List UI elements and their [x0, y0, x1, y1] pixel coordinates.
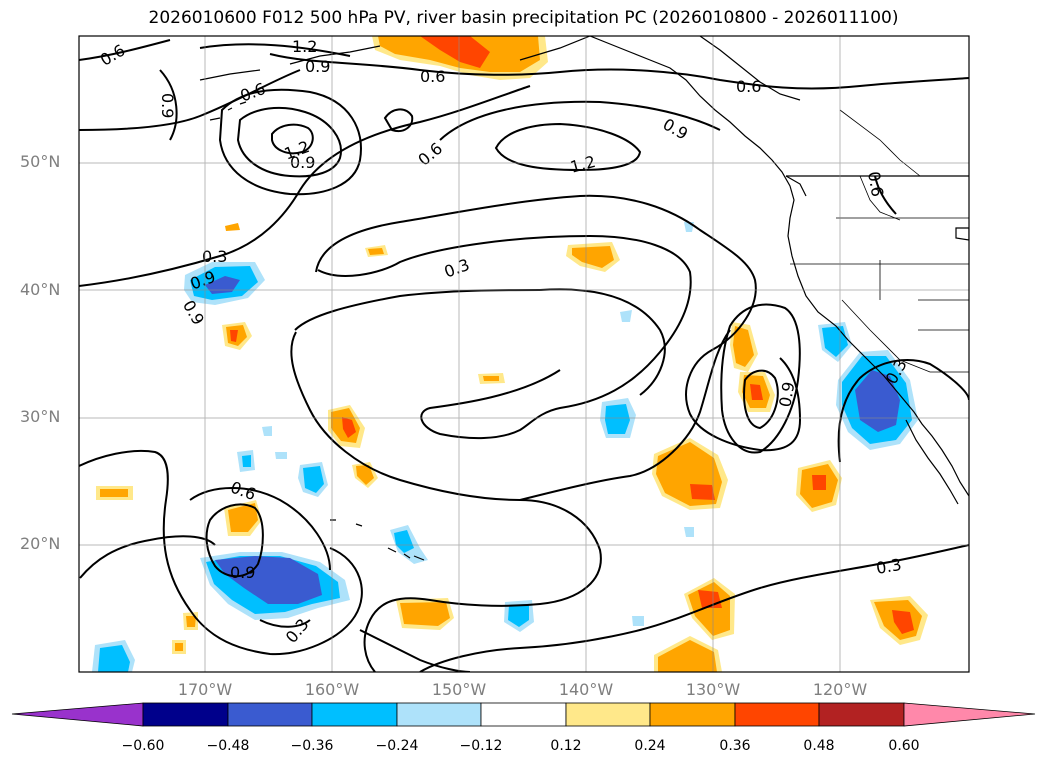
lat-label: 40°N: [20, 280, 61, 299]
colorbar-tick-label: −0.48: [206, 738, 250, 754]
precip-negative-area: [262, 426, 272, 436]
lon-label: 160°W: [304, 680, 360, 699]
colorbar-tick-label: −0.24: [375, 738, 419, 754]
map-frame: [78, 35, 970, 673]
lat-label: 30°N: [20, 407, 61, 426]
colorbar-bin: [480, 702, 567, 727]
colorbar-tick-label: 0.48: [803, 738, 835, 754]
colorbar-tick-label: 0.12: [550, 738, 582, 754]
pv-contours: [79, 39, 969, 672]
lon-label: 140°W: [558, 680, 614, 699]
colorbar-bin: [227, 702, 313, 727]
contour-label: 0.9: [775, 380, 798, 408]
precip-negative-area: [620, 310, 632, 322]
precip-shading: [92, 36, 928, 672]
coastlines: [199, 36, 969, 561]
colorbar-bin: [565, 702, 651, 727]
precip-negative-area: [632, 616, 644, 626]
lat-label: 20°N: [20, 534, 61, 553]
lat-label: 50°N: [20, 152, 61, 171]
contour-label: 0.9: [230, 563, 255, 582]
colorbar-extend-low: [11, 702, 144, 727]
colorbar-bin: [396, 702, 482, 727]
colorbar-tick-label: −0.60: [121, 738, 165, 754]
contour-label: 0.3: [875, 555, 903, 578]
lon-label: 170°W: [177, 680, 233, 699]
map-content: 0.6 1.2 0.9 0.6 0.6 0.9 0.6 1.2 0.9 0.6 …: [79, 36, 969, 672]
contour-label: 0.6: [864, 170, 887, 198]
colorbar-bin: [311, 702, 398, 727]
lon-label: 130°W: [685, 680, 741, 699]
colorbar-extend-high: [903, 702, 1036, 727]
contour-label: 0.9: [158, 93, 177, 118]
contour-label: 0.3: [202, 247, 227, 266]
precip-positive-area: [225, 223, 240, 231]
colorbar-tick-label: 0.60: [888, 738, 920, 754]
colorbar-tick-label: −0.12: [459, 738, 503, 754]
colorbar-tick-label: 0.36: [719, 738, 751, 754]
lon-label: 120°W: [812, 680, 868, 699]
colorbar: [11, 702, 1036, 727]
contour-label: 0.6: [420, 67, 445, 86]
colorbar-tick-label: 0.24: [634, 738, 666, 754]
contour-label: 0.6: [736, 77, 761, 96]
colorbar-bin: [734, 702, 820, 727]
lon-label: 150°W: [431, 680, 487, 699]
map-title: 2026010600 F012 500 hPa PV, river basin …: [148, 8, 899, 28]
colorbar-bin: [818, 702, 905, 727]
contour-label: 1.2: [292, 37, 317, 56]
contour-label: 0.9: [305, 57, 330, 76]
precip-negative-area: [275, 452, 287, 459]
colorbar-tick-label: −0.36: [290, 738, 334, 754]
colorbar-bin: [142, 702, 229, 727]
graticule: [79, 36, 969, 672]
colorbar-bin: [649, 702, 736, 727]
